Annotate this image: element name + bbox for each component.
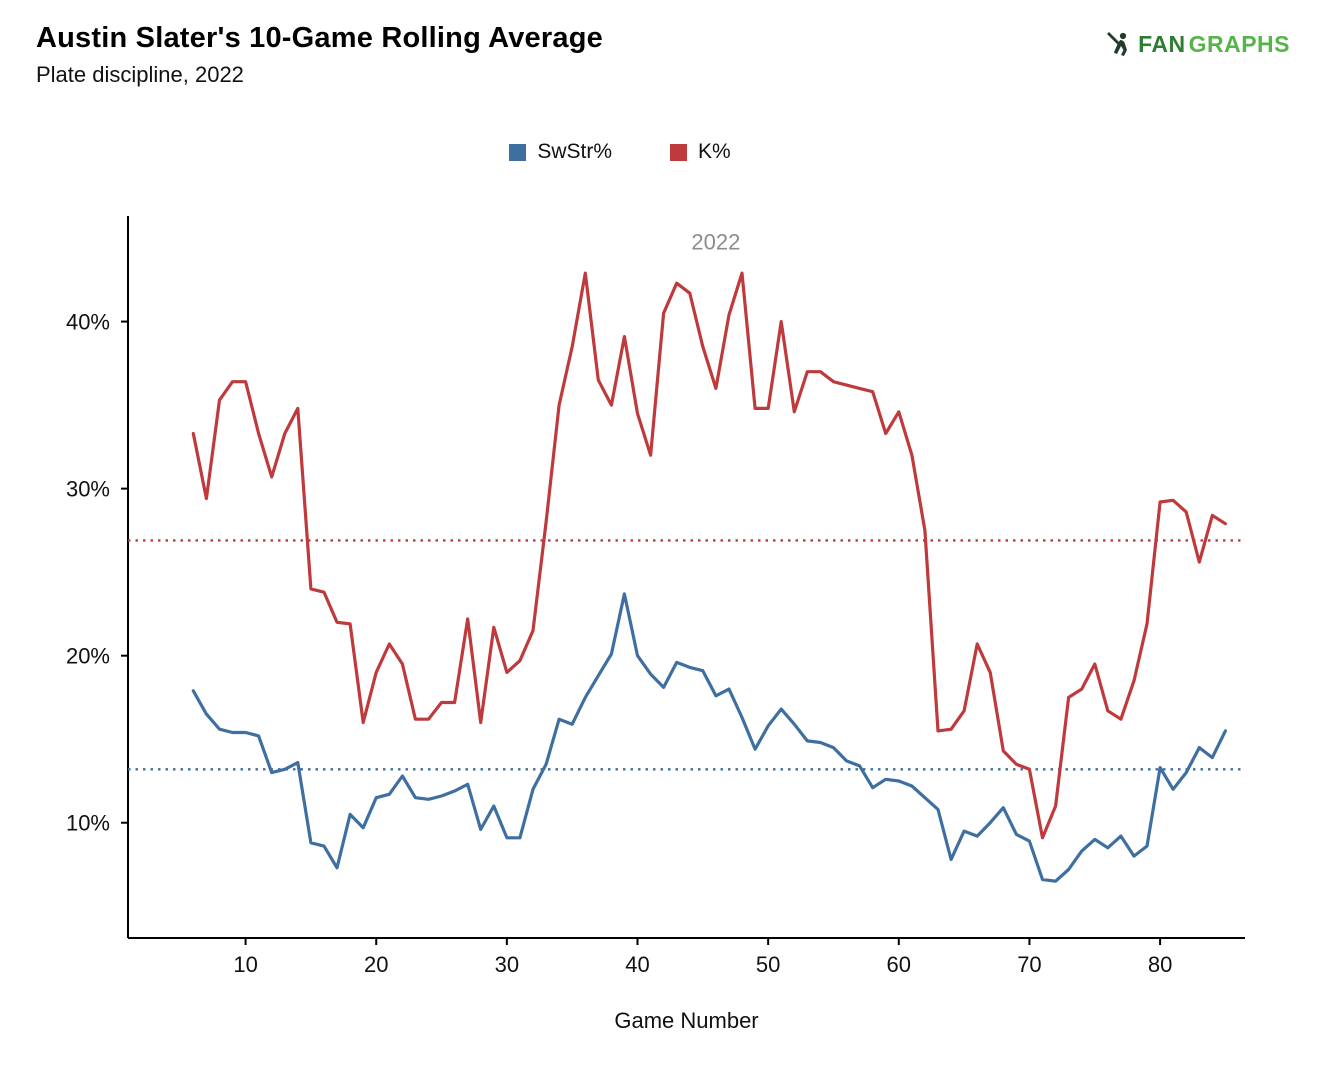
legend-label: SwStr%: [537, 140, 612, 163]
annotation-year: 2022: [691, 230, 740, 255]
x-tick-label: 40: [625, 952, 649, 977]
fangraphs-logo: FAN GRAPHS: [1105, 30, 1290, 58]
legend-item-k: K%: [670, 140, 731, 164]
chart-subtitle: Plate discipline, 2022: [36, 62, 244, 87]
y-tick-label: 30%: [66, 477, 110, 502]
x-tick-label: 60: [887, 952, 911, 977]
legend-label: K%: [698, 140, 731, 163]
chart-header: Austin Slater's 10-Game Rolling Average …: [36, 22, 603, 88]
fangraphs-batter-icon: [1107, 32, 1128, 56]
y-tick-label: 40%: [66, 310, 110, 335]
x-axis-title: Game Number: [614, 1008, 758, 1033]
y-tick-label: 10%: [66, 811, 110, 836]
x-tick-label: 70: [1017, 952, 1041, 977]
y-tick-label: 20%: [66, 644, 110, 669]
legend-swatch-k: [670, 143, 687, 161]
legend-item-swstr: SwStr%: [509, 140, 612, 164]
logo-text-graphs: GRAPHS: [1188, 30, 1290, 57]
x-tick-label: 20: [364, 952, 388, 977]
chart-legend: SwStr% K%: [0, 140, 1240, 164]
series-line-swstr: [191, 592, 1228, 883]
x-tick-label: 30: [495, 952, 519, 977]
logo-text-fan: FAN: [1138, 30, 1186, 57]
x-tick-label: 50: [756, 952, 780, 977]
legend-swatch-swstr: [509, 143, 527, 161]
x-tick-label: 80: [1148, 952, 1172, 977]
series-line-k: [191, 271, 1228, 840]
x-tick-label: 10: [233, 952, 257, 977]
chart-title: Austin Slater's 10-Game Rolling Average: [36, 22, 603, 54]
